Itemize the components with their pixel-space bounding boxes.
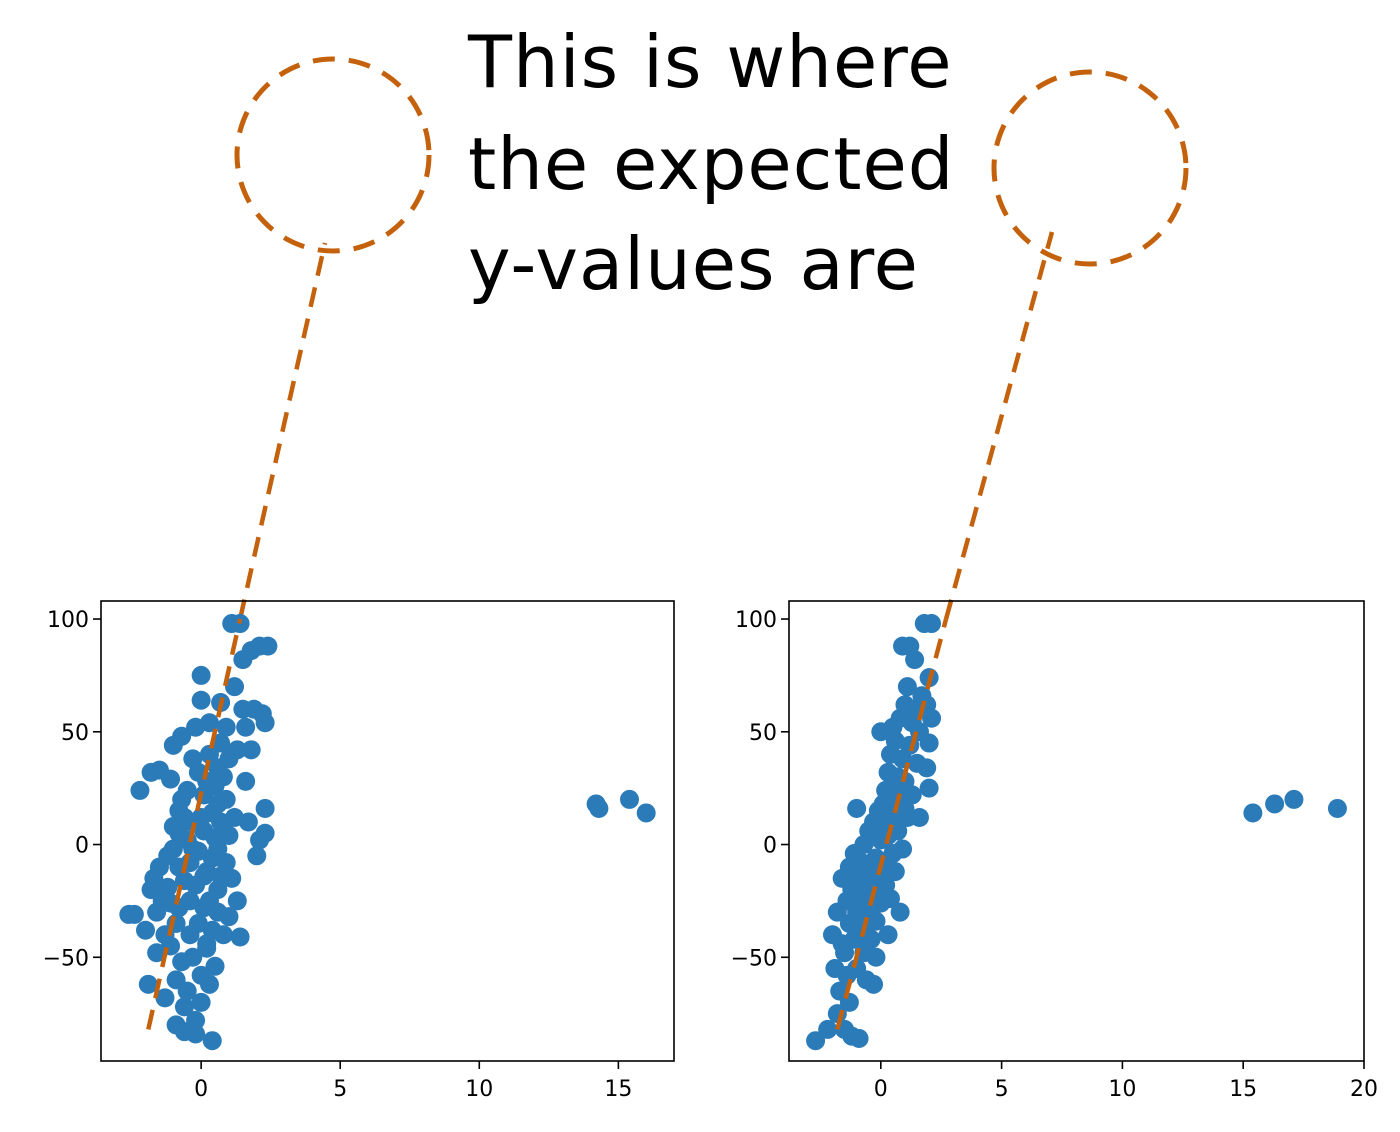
y-tick-label: −50 [43, 946, 89, 971]
x-tick-label: 10 [1108, 1077, 1136, 1102]
leader-line [946, 232, 1052, 619]
x-tick-label: 15 [1229, 1077, 1257, 1102]
data-point [214, 767, 233, 786]
data-point [920, 779, 939, 798]
data-point [637, 803, 656, 822]
y-tick-label: 100 [47, 608, 89, 633]
data-point [922, 614, 941, 633]
y-tick-label: −50 [731, 946, 777, 971]
x-tick-label: 20 [1350, 1077, 1378, 1102]
y-tick-label: 50 [749, 721, 777, 746]
data-point [194, 867, 213, 886]
data-point [125, 905, 144, 924]
data-point [197, 939, 216, 958]
data-point [228, 891, 247, 910]
data-point [1265, 794, 1284, 813]
data-point [247, 846, 266, 865]
data-point [866, 948, 885, 967]
data-point [203, 1031, 222, 1050]
data-point [1243, 803, 1262, 822]
data-point [186, 1011, 205, 1030]
data-point [136, 921, 155, 940]
data-point [206, 957, 225, 976]
data-point [879, 925, 898, 944]
data-point [256, 824, 275, 843]
data-point [239, 812, 258, 831]
data-point [161, 770, 180, 789]
data-point [178, 781, 197, 800]
leader-line [240, 243, 325, 619]
data-point [881, 889, 900, 908]
data-point [620, 790, 639, 809]
plots: 0 5 10 15 −50 0 50 100 0 5 10 15 20 −50 0 50 100 [43, 601, 1378, 1102]
data-point [1284, 790, 1303, 809]
y-tick-label: 0 [75, 834, 89, 859]
data-point [256, 799, 275, 818]
data-point [917, 758, 936, 777]
data-point [192, 993, 211, 1012]
data-point [192, 691, 211, 710]
data-point [217, 790, 236, 809]
x-tick-label: 5 [333, 1077, 347, 1102]
data-point [256, 713, 275, 732]
x-tick-label: 5 [995, 1077, 1009, 1102]
data-point [840, 993, 859, 1012]
callouts [237, 59, 1186, 619]
callout-circle [237, 59, 429, 251]
y-tick-label: 50 [61, 721, 89, 746]
data-point [1328, 799, 1347, 818]
data-point [222, 869, 241, 888]
data-point [905, 650, 924, 669]
data-point [231, 927, 250, 946]
x-tick-label: 15 [604, 1077, 632, 1102]
data-points [806, 614, 1347, 1050]
data-point [175, 808, 194, 827]
x-tick-label: 10 [465, 1077, 493, 1102]
data-point [893, 840, 912, 859]
data-point [847, 799, 866, 818]
data-point [158, 878, 177, 897]
data-point [192, 666, 211, 685]
callout-circle [994, 72, 1186, 264]
x-tick-label: 0 [194, 1077, 208, 1102]
data-point [236, 772, 255, 791]
data-point [242, 740, 261, 759]
data-point [214, 925, 233, 944]
data-point [208, 840, 227, 859]
data-point [236, 718, 255, 737]
data-point [857, 970, 876, 989]
data-point [589, 799, 608, 818]
data-point [200, 975, 219, 994]
data-point [922, 709, 941, 728]
data-point [258, 637, 277, 656]
scatter-plot-2: 0 5 10 15 20 −50 0 50 100 [731, 601, 1378, 1102]
data-point [886, 862, 905, 881]
x-tick-label: 0 [874, 1077, 888, 1102]
data-point [214, 817, 233, 836]
data-point [852, 880, 871, 899]
y-tick-label: 100 [735, 608, 777, 633]
data-points [119, 614, 655, 1050]
data-point [920, 734, 939, 753]
scatter-plot-1: 0 5 10 15 −50 0 50 100 [43, 601, 674, 1102]
data-point [130, 781, 149, 800]
data-point [818, 1020, 837, 1039]
y-tick-label: 0 [763, 834, 777, 859]
data-point [850, 1029, 869, 1048]
data-point [217, 718, 236, 737]
